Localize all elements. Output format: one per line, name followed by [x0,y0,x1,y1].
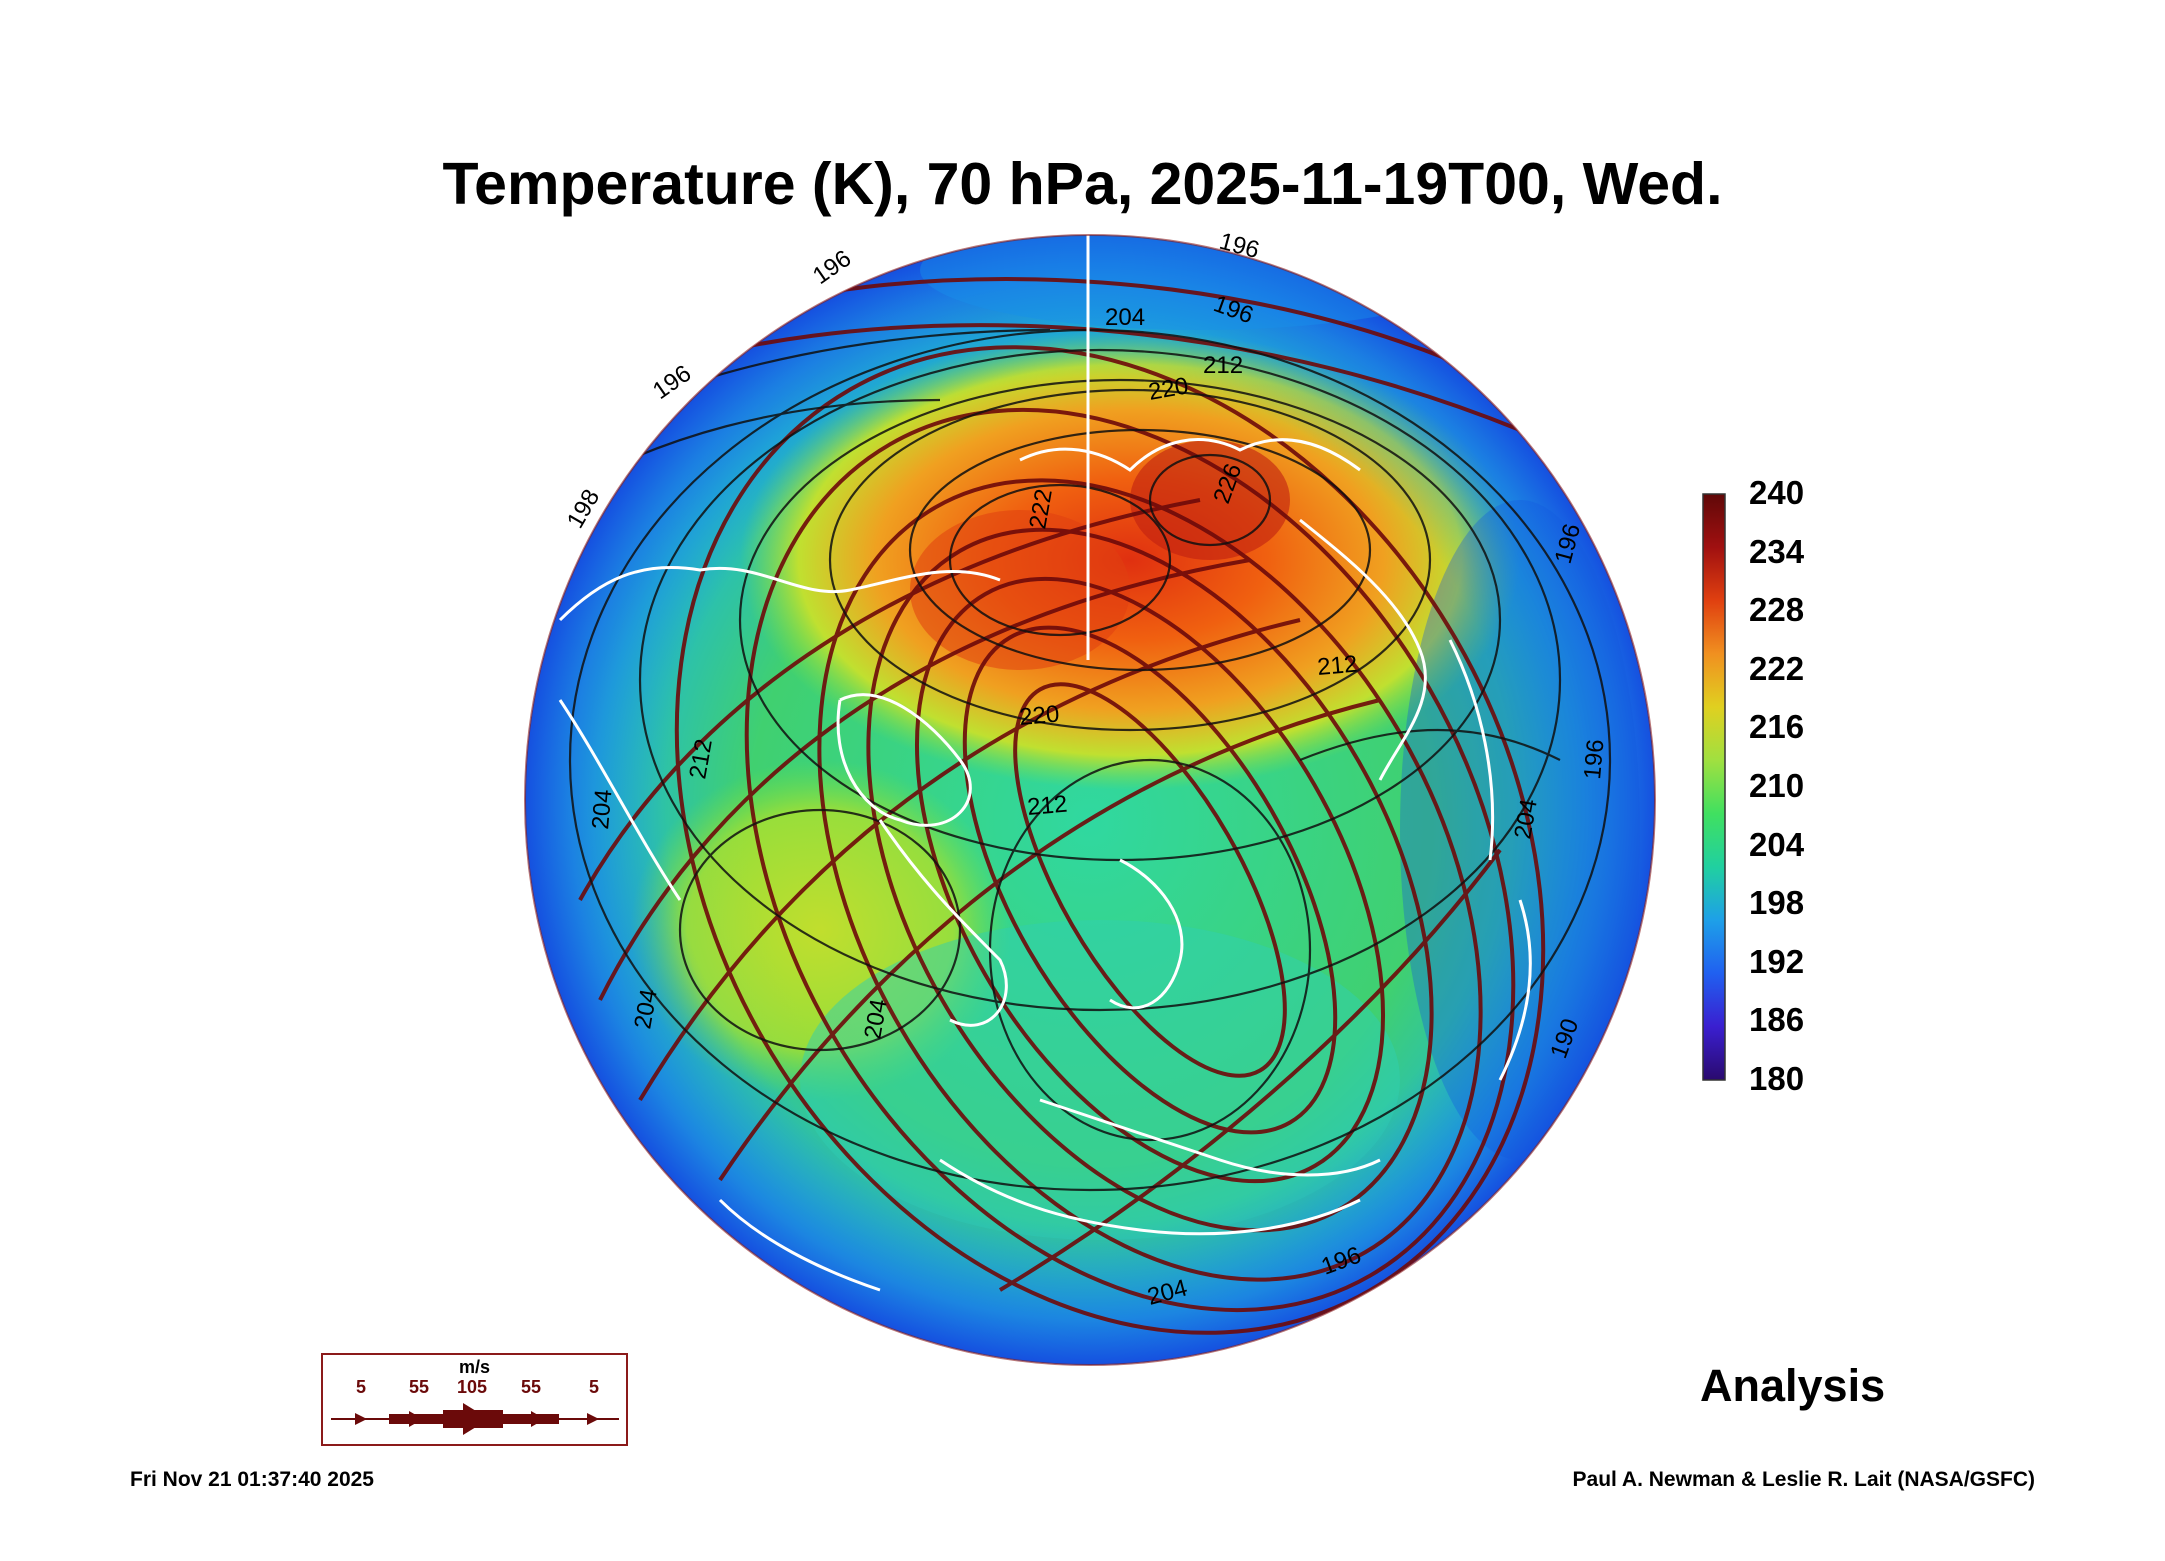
contour-label: 196 [808,245,856,290]
wind-legend-arrow [331,1403,619,1435]
credit: Paul A. Newman & Leslie R. Lait (NASA/GS… [1572,1468,2035,1491]
contour-label: 204 [587,788,617,830]
colorbar-tick-label: 216 [1749,708,1805,746]
colorbar-bar [1702,493,1726,1081]
wind-speed-label: 55 [409,1377,430,1397]
colorbar-tick-label: 240 [1749,474,1805,511]
colorbar-tick-label: 234 [1749,532,1805,570]
contour-label: 204 [1105,304,1145,331]
colorbar-tick-label: 192 [1749,942,1805,980]
contour-label: 196 [648,360,696,405]
contour-label: 212 [1203,352,1243,379]
colorbar [1702,493,1726,1081]
colorbar-tick-label: 198 [1749,884,1805,922]
globe-field [525,235,1655,1365]
map-title: Temperature (K), 70 hPa, 2025-11-19T00, … [442,151,1723,217]
analysis-label: Analysis [1700,1360,1886,1411]
wind-speed-label: 5 [589,1377,600,1397]
wind-speed-label: 55 [521,1377,542,1397]
colorbar-tick-label: 222 [1749,649,1805,687]
coastlines [558,438,1532,1292]
wind-legend-unit: m/s [458,1357,491,1377]
colorbar-tick-label: 180 [1749,1060,1805,1097]
colorbar-tick-label: 228 [1749,591,1805,629]
contour-label: 212 [1026,791,1068,821]
colorbar-tick-label: 204 [1749,825,1805,863]
contour-label: 196 [1579,738,1609,780]
colorbar-tick-label: 186 [1749,1001,1805,1039]
wind-speed-label: 105 [457,1377,488,1397]
wind-legend: m/s 5 55 105 55 5 [321,1353,628,1446]
colorbar-tick-label: 210 [1749,767,1805,804]
timestamp: Fri Nov 21 01:37:40 2025 [130,1468,374,1491]
wind-speed-label: 5 [356,1377,367,1397]
globe-edge [524,234,1656,1366]
contour-label: 220 [1018,701,1060,731]
contour-label: 212 [1316,651,1358,681]
